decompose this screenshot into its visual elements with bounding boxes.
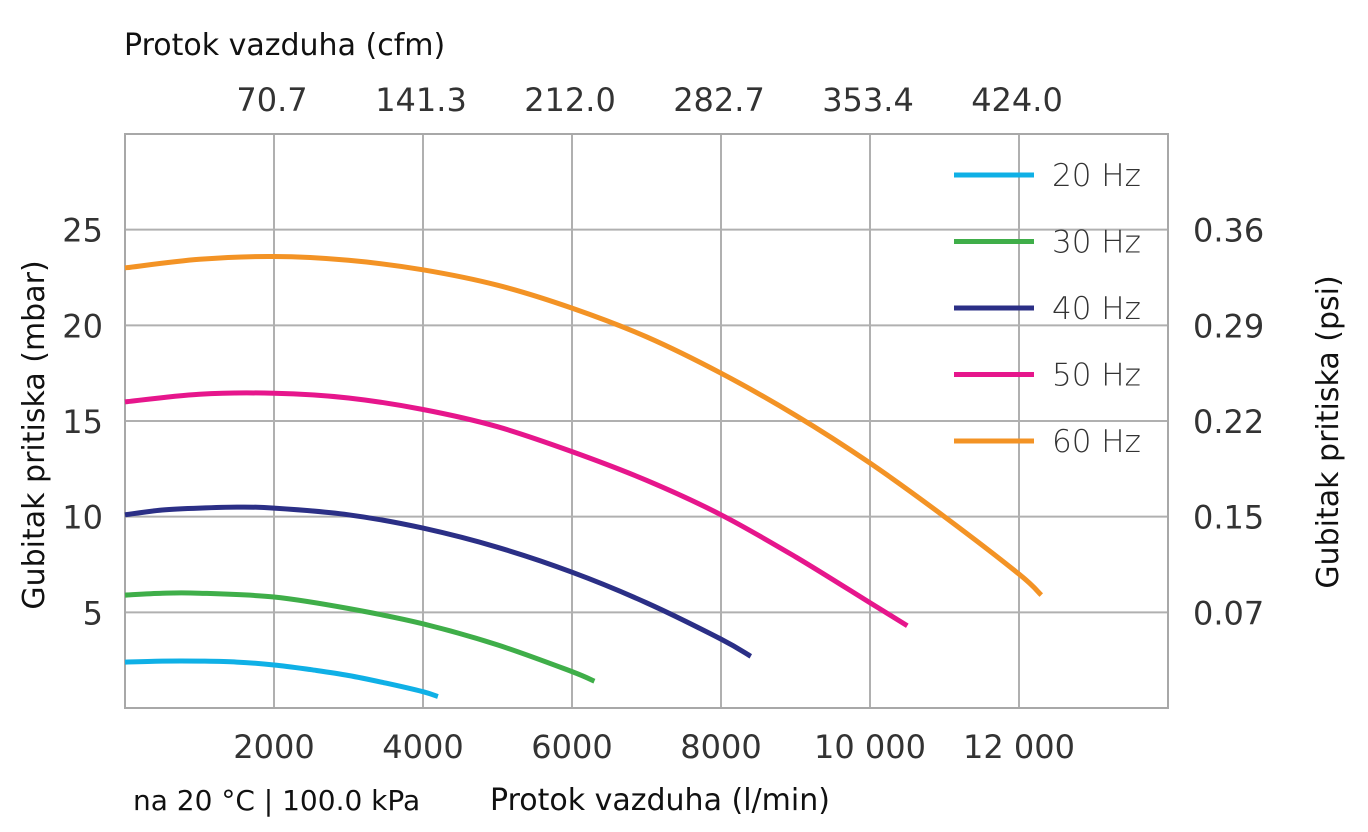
top-tick-label: 212.0	[524, 81, 616, 119]
legend-label: 20 Hz	[1052, 158, 1141, 194]
top-tick-label: 353.4	[822, 81, 914, 119]
x-tick-label: 10 000	[814, 728, 926, 766]
x-tick-label: 12 000	[963, 728, 1075, 766]
y-tick-label: 25	[62, 212, 103, 250]
y2-tick-label: 0.29	[1193, 307, 1264, 345]
y-tick-label: 10	[62, 499, 103, 537]
legend-label: 30 Hz	[1052, 225, 1141, 261]
top-tick-label: 70.7	[236, 81, 307, 119]
x-tick-label: 2000	[233, 728, 314, 766]
y2-tick-label: 0.36	[1193, 212, 1264, 250]
x-axis-title: Protok vazduha (l/min)	[490, 783, 830, 818]
y-tick-label: 20	[62, 307, 103, 345]
legend-label: 40 Hz	[1052, 291, 1141, 327]
x-tick-label: 4000	[382, 728, 463, 766]
legend: 20 Hz 30 Hz 40 Hz 50 Hz 60 Hz	[954, 158, 1141, 460]
top-tick-label: 424.0	[971, 81, 1063, 119]
footnote: na 20 °C | 100.0 kPa	[133, 784, 420, 817]
series-line-20-hz	[124, 658, 439, 699]
plot-border	[124, 133, 1169, 709]
y-tick-label: 5	[83, 594, 103, 632]
series-line-30-hz	[124, 590, 596, 684]
series-line-60-hz	[124, 253, 1044, 597]
y-tick-label: 15	[62, 403, 103, 441]
y2-axis-title: Gubitak pritiska (psi)	[1311, 275, 1346, 588]
top-axis-title: Protok vazduha (cfm)	[124, 28, 445, 63]
y2-tick-label: 0.15	[1193, 499, 1264, 537]
top-tick-label: 141.3	[375, 81, 467, 119]
y2-tick-label: 0.22	[1193, 403, 1264, 441]
series-line-50-hz	[124, 390, 909, 628]
top-tick-label: 282.7	[673, 81, 765, 119]
series-line-40-hz	[124, 504, 753, 659]
series-lines	[124, 253, 1044, 699]
grid	[125, 134, 1168, 708]
x-tick-label: 8000	[680, 728, 761, 766]
y2-tick-label: 0.07	[1193, 594, 1264, 632]
legend-label: 50 Hz	[1052, 358, 1141, 394]
tick-labels: 2000 4000 6000 8000 10 000 12 000 70.7 141.3 212…	[62, 81, 1264, 766]
y-axis-title: Gubitak pritiska (mbar)	[17, 260, 52, 609]
x-tick-label: 6000	[531, 728, 612, 766]
legend-label: 60 Hz	[1052, 424, 1141, 460]
